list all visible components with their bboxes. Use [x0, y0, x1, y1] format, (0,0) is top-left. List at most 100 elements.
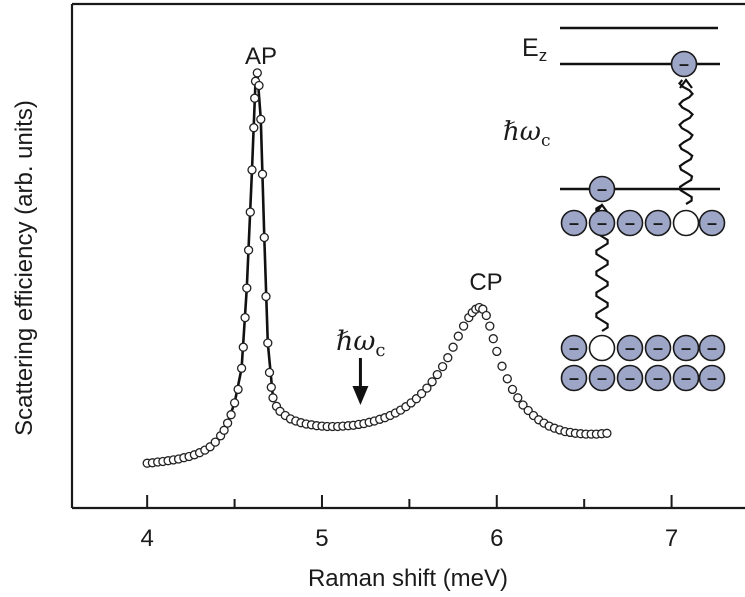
- electron-sign: –: [597, 368, 607, 388]
- electron-sign: –: [707, 338, 717, 358]
- electron-sign: –: [707, 213, 717, 233]
- excited-electron: [670, 50, 698, 78]
- data-point: [210, 437, 220, 447]
- electron-rows: – – – – –– – – – –– – – – – –––: [560, 50, 726, 392]
- data-point: [219, 425, 229, 435]
- cyclotron-annotation: ℏωc: [336, 326, 386, 405]
- electron-sign: –: [569, 213, 579, 233]
- data-point: [245, 207, 255, 217]
- excitation-arrow-upper-head: [679, 78, 693, 89]
- data-point: [488, 334, 498, 344]
- electron-sign: –: [653, 338, 663, 358]
- electron: [698, 364, 726, 392]
- data-point: [422, 383, 432, 393]
- electron: [616, 364, 644, 392]
- data-point: [263, 338, 273, 348]
- electron: [644, 364, 672, 392]
- inset-hw-label: ℏωc: [503, 117, 550, 151]
- x-tick-label: 6: [490, 525, 503, 552]
- data-point: [507, 384, 518, 395]
- data-point: [236, 363, 247, 373]
- data-point: [518, 400, 528, 410]
- excited-electron-sign: –: [597, 179, 607, 199]
- electron-sign: –: [653, 213, 663, 233]
- plot-frame: [70, 2, 745, 510]
- data-series: [142, 68, 612, 468]
- ap-peak-label: AP: [245, 43, 277, 70]
- data-point: [226, 410, 236, 420]
- data-point: [242, 283, 252, 293]
- data-point: [497, 361, 507, 371]
- data-point: [254, 80, 264, 91]
- data-point: [268, 393, 278, 403]
- data-point: [257, 169, 268, 179]
- excitation-arrows: [595, 78, 694, 332]
- data-point: [243, 245, 254, 255]
- electron-sign: –: [597, 213, 607, 233]
- data-point: [432, 369, 442, 380]
- y-axis-label: Scattering efficiency (arb. units): [11, 100, 38, 436]
- data-point: [266, 382, 276, 392]
- electron: [644, 334, 672, 362]
- x-tick-label: 4: [140, 525, 153, 552]
- data-point: [229, 398, 240, 408]
- data-point: [264, 367, 275, 378]
- excited-electron: [588, 175, 616, 203]
- data-point: [252, 68, 262, 78]
- hole: [588, 334, 616, 362]
- x-tick-label: 7: [665, 525, 678, 552]
- data-point: [443, 353, 453, 363]
- electron-sign: –: [625, 213, 635, 233]
- electron: [588, 209, 616, 237]
- electron: [644, 209, 672, 237]
- x-axis-label: Raman shift (meV): [308, 565, 508, 592]
- data-point: [249, 123, 259, 133]
- electron-sign: –: [681, 338, 691, 358]
- electron: [698, 209, 726, 237]
- electron-sign: –: [625, 338, 635, 358]
- electron-sign: –: [707, 368, 717, 388]
- x-tick-label: 5: [315, 525, 328, 552]
- data-point: [256, 114, 266, 124]
- electron: [588, 364, 616, 392]
- data-point: [513, 393, 523, 403]
- electron: [560, 364, 588, 392]
- data-point: [602, 428, 612, 438]
- data-point: [233, 384, 243, 395]
- data-point: [222, 418, 233, 428]
- data-point: [453, 331, 463, 341]
- electron-sign: –: [569, 368, 579, 388]
- data-point: [458, 321, 469, 331]
- data-point: [485, 321, 495, 331]
- hole: [672, 209, 700, 237]
- data-point: [502, 374, 512, 384]
- ez-label: Ez: [522, 34, 547, 65]
- data-point: [448, 342, 458, 352]
- electron-sign: –: [625, 368, 635, 388]
- data-point: [261, 291, 271, 302]
- cyclotron-arrow-head: [352, 386, 369, 405]
- electron: [672, 334, 700, 362]
- data-point: [416, 388, 427, 399]
- electron: [616, 334, 644, 362]
- x-ticks: [146, 495, 673, 508]
- electron: [616, 209, 644, 237]
- electron-sign: –: [569, 338, 579, 358]
- inset-schematic: Ez ℏωc – – – – –– – – – –– – – – – –––: [503, 26, 726, 392]
- x-tick-labels: 4 5 6 7: [140, 525, 678, 552]
- cyclotron-arrow: [352, 358, 369, 405]
- data-point: [250, 93, 260, 103]
- data-point: [427, 377, 437, 387]
- data-point: [437, 361, 448, 372]
- electron-sign: –: [681, 368, 691, 388]
- excited-electron-sign: –: [679, 54, 689, 74]
- data-point: [492, 346, 502, 357]
- electron-sign: –: [653, 368, 663, 388]
- data-point: [259, 232, 269, 243]
- excitation-arrow-upper: [678, 79, 694, 205]
- electron: [698, 334, 726, 362]
- data-point: [238, 342, 248, 352]
- data-point: [481, 310, 491, 321]
- data-point: [240, 312, 250, 323]
